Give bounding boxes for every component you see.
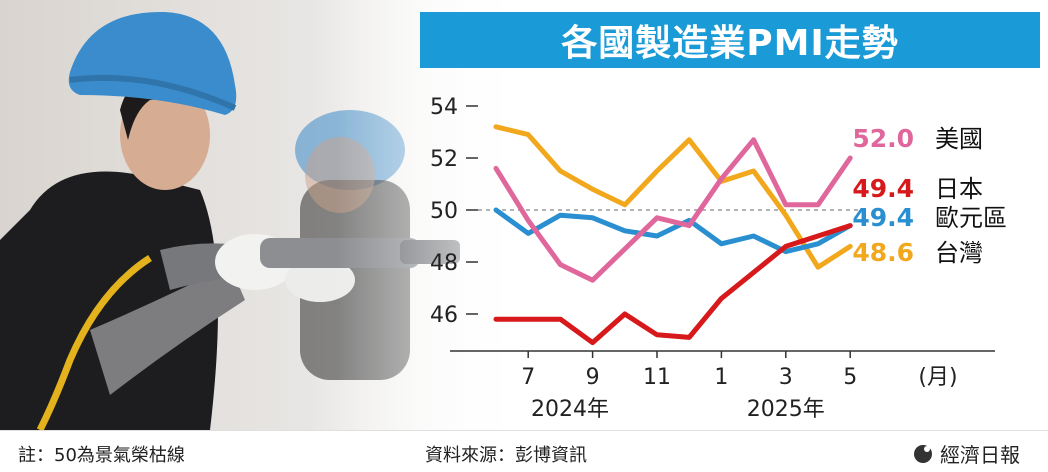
y-tick-label-46: 46 xyxy=(430,303,458,328)
series-value-label-美國: 52.0 xyxy=(852,124,914,153)
year-label-0: 2024年 xyxy=(531,397,609,422)
publisher-name: 經濟日報 xyxy=(940,443,1020,467)
series-value-label-日本: 49.4 xyxy=(852,174,914,203)
series-lines xyxy=(493,124,853,346)
series-name-label-台灣: 台灣 xyxy=(935,239,983,267)
publisher-logo: 經濟日報 xyxy=(912,439,1020,468)
x-tick-label-3: 3 xyxy=(779,365,793,390)
worker-photo-illustration xyxy=(0,0,560,430)
series-line-美國 xyxy=(493,137,853,283)
worker-photo xyxy=(0,0,560,430)
x-tick-label-7: 7 xyxy=(521,365,535,390)
series-name-label-美國: 美國 xyxy=(935,125,983,153)
series-name-label-日本: 日本 xyxy=(935,175,983,203)
newspaper-logo-icon xyxy=(914,444,932,463)
y-tick-label-50: 50 xyxy=(430,199,458,224)
year-label-1: 2025年 xyxy=(747,397,825,422)
footer-note: 註：50為景氣榮枯線 xyxy=(18,445,185,466)
x-tick-label-9: 9 xyxy=(586,365,600,390)
x-tick-label-11: 11 xyxy=(643,365,671,390)
x-axis-ticks: 7 9 11 1 3 5 (月)2024年 2025年 xyxy=(521,351,958,422)
x-tick-label-1: 1 xyxy=(714,365,728,390)
x-tick-label-5: 5 xyxy=(843,365,857,390)
footer-source: 資料來源：彭博資訊 xyxy=(425,445,587,466)
series-labels: 52.0 美國 49.4 日本 49.4 歐元區 48.6 台灣 xyxy=(852,124,1007,267)
y-axis: 54 52 50 48 46 xyxy=(430,95,478,328)
y-tick-label-48: 48 xyxy=(430,251,458,276)
y-tick-label-54: 54 xyxy=(430,95,458,120)
series-line-歐元區 xyxy=(493,207,853,255)
series-name-label-歐元區: 歐元區 xyxy=(935,204,1007,232)
series-value-label-歐元區: 49.4 xyxy=(852,203,914,232)
footer: 註：50為景氣榮枯線 資料來源：彭博資訊 經濟日報 xyxy=(0,430,1048,472)
chart-title: 各國製造業PMI走勢 xyxy=(420,12,1040,68)
series-line-日本 xyxy=(493,223,853,346)
series-line-台灣 xyxy=(493,124,853,270)
x-unit-label: (月) xyxy=(918,365,957,390)
y-tick-label-52: 52 xyxy=(430,147,458,172)
series-value-label-台灣: 48.6 xyxy=(852,238,914,267)
